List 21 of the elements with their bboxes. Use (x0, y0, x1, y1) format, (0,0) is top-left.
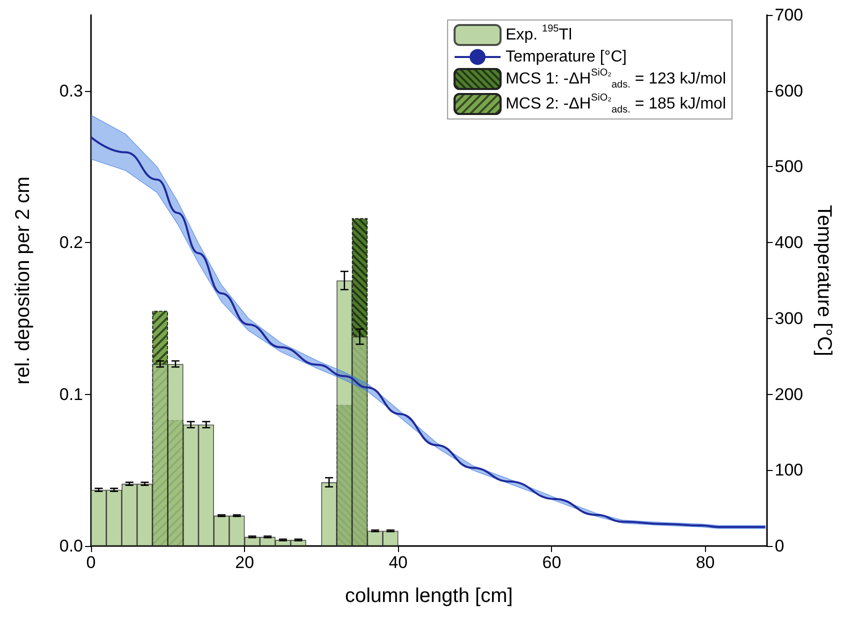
y2-tick-label: 700 (774, 6, 804, 24)
x-axis-title: column length [cm] (344, 585, 513, 607)
y-axis-title: rel. deposition per 2 cm (12, 176, 34, 384)
y2-tick-label: 300 (774, 308, 804, 328)
y2-tick-label: 0 (774, 536, 784, 556)
x-tick-label: 20 (235, 553, 254, 572)
y2-tick-label: 500 (774, 157, 804, 176)
y-tick-label: 0.1 (59, 384, 83, 404)
y-tick-label: 0.3 (59, 81, 83, 100)
x-tick-label: 60 (542, 553, 562, 572)
legend-label: Temperature [°C] (506, 48, 627, 66)
y-tick-label: 0.0 (59, 536, 83, 556)
x-tick-label: 80 (696, 553, 715, 572)
y-tick-label: 0.2 (59, 233, 83, 252)
x-tick-label: 0 (86, 553, 96, 572)
y2-tick-label: 600 (774, 81, 804, 100)
y2-axis-title: Temperature [°C] (813, 204, 835, 356)
y2-tick-label: 100 (774, 460, 804, 480)
y2-tick-label: 200 (774, 384, 804, 404)
y2-tick-label: 400 (774, 233, 804, 252)
x-tick-label: 40 (388, 553, 408, 572)
